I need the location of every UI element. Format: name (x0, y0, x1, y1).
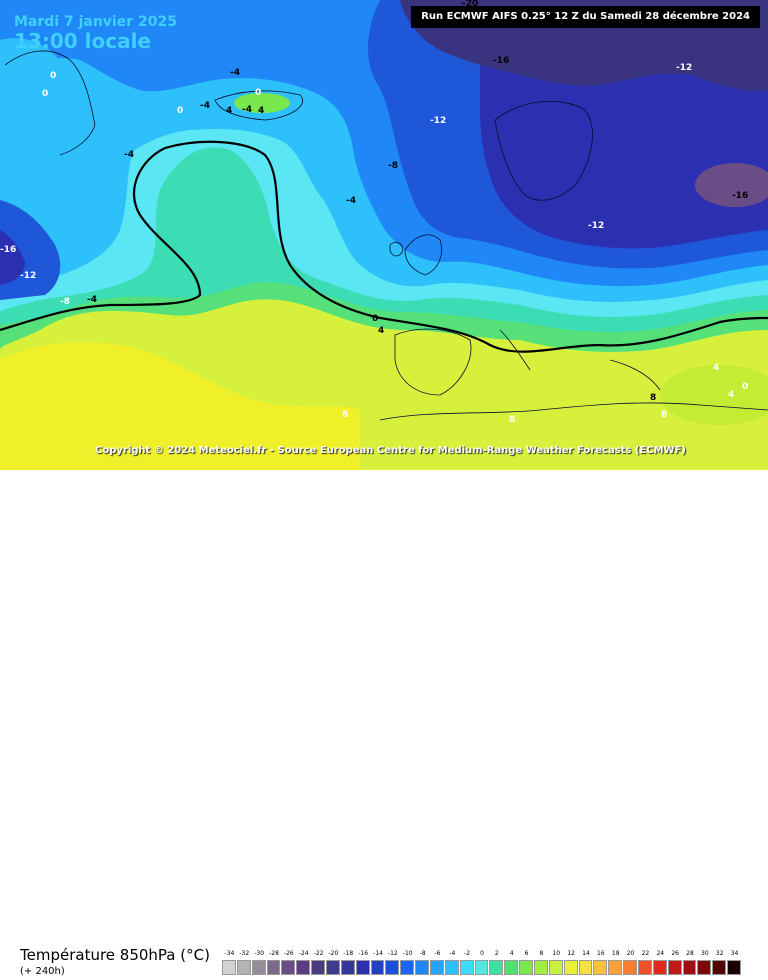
isotherm-label: 0 (50, 71, 56, 81)
legend-swatch (652, 960, 667, 975)
isotherm-label: -20 (462, 0, 478, 9)
zero-isotherm-west (0, 147, 202, 332)
isotherm-label: -8 (60, 297, 70, 307)
map-title: Température 850hPa (°C) (20, 946, 210, 964)
run-info: Run ECMWF AIFS 0.25° 12 Z du Samedi 28 d… (411, 6, 760, 28)
footer-bar: Température 850hPa (°C) (+ 240h) -34 -32-… (0, 470, 768, 977)
isotherm-label: 4 (226, 106, 232, 116)
legend-swatch (727, 960, 741, 975)
legend-swatch (355, 960, 370, 975)
isotherm-label: 0 (42, 89, 48, 99)
yellow-zone (0, 342, 360, 470)
forecast-lead-time: (+ 240h) (20, 966, 65, 977)
coastlines (4, 50, 768, 421)
legend-swatch (519, 960, 533, 975)
greenland-zone (0, 38, 95, 160)
isotherm-label: -4 (200, 101, 210, 111)
ireland-coast (389, 241, 404, 257)
isotherm-label: -12 (430, 116, 446, 126)
legend-swatch (504, 960, 519, 975)
east-med-warm (660, 365, 768, 425)
legend-swatch (563, 960, 578, 975)
temperature-map: 0 0 0 0 4 4 -4 -4 -4 -4 -4 -4 -8 -8 -12 … (0, 0, 768, 470)
purple-pocket (695, 163, 768, 207)
legend-swatch (444, 960, 459, 975)
legend-swatch (608, 960, 623, 975)
isotherm-label: -16 (732, 191, 748, 201)
legend-swatch (623, 960, 637, 975)
isotherm-label: -4 (87, 295, 97, 305)
legend-swatch (281, 960, 296, 975)
isotherm-label: 4 (728, 390, 734, 400)
legend-swatch (697, 960, 712, 975)
legend-swatch (340, 960, 355, 975)
legend-swatch (236, 960, 251, 975)
isotherm-label: 8 (650, 393, 656, 403)
north-africa-coast (379, 402, 768, 421)
legend-swatch (415, 960, 429, 975)
isotherm-label: -12 (676, 63, 692, 73)
legend-swatch (578, 960, 593, 975)
map-header: Mardi 7 janvier 2025 13:00 locale (14, 14, 177, 52)
isotherm-label: 0 (255, 88, 261, 98)
isotherm-label: -4 (242, 105, 252, 115)
british-isles-coast (404, 234, 442, 276)
legend-swatch (459, 960, 474, 975)
legend-swatch (534, 960, 548, 975)
isotherm-label: -4 (230, 68, 240, 78)
italy-coast (499, 329, 531, 371)
isotherm-label: 4 (378, 326, 384, 336)
legend-swatch (667, 960, 682, 975)
isotherm-labels: 0 0 0 0 4 4 -4 -4 -4 -4 -4 -4 -8 -8 -12 … (0, 0, 748, 425)
isotherm-label: 8 (342, 410, 348, 420)
legend-swatch (593, 960, 608, 975)
isotherm-label: 0 (742, 382, 748, 392)
isotherm-label: 8 (509, 415, 515, 425)
isotherm-label: -12 (20, 271, 36, 281)
color-legend: -34 -32 -30 -28 -26 -24 -22 -20 -18 -16 -14 -12 -10-… (222, 950, 742, 980)
isotherm-label: -16 (0, 245, 16, 255)
iceland-warm-spot (234, 93, 290, 113)
legend-swatch (385, 960, 400, 975)
zero-isotherm (164, 140, 768, 353)
legend-swatch (222, 960, 236, 975)
scandinavia-coast (494, 100, 593, 201)
legend-swatch (251, 960, 266, 975)
isotherm-label: -16 (493, 56, 509, 66)
iceland-coast (214, 90, 303, 121)
legend-swatch (548, 960, 563, 975)
legend-swatch (266, 960, 281, 975)
isotherm-label: 8 (661, 410, 667, 420)
legend-swatch (296, 960, 311, 975)
isotherm-label: 4 (258, 106, 264, 116)
isotherm-label: -8 (388, 161, 398, 171)
map-svg: 0 0 0 0 4 4 -4 -4 -4 -4 -4 -4 -8 -8 -12 … (0, 0, 768, 470)
greenland-coast (4, 50, 96, 156)
west-cold-core (0, 230, 25, 285)
legend-swatch (474, 960, 489, 975)
isotherm-label: -4 (346, 196, 356, 206)
legend-swatch (430, 960, 444, 975)
forecast-local-time: 13:00 locale (14, 29, 151, 53)
legend-swatch (400, 960, 415, 975)
forecast-date: Mardi 7 janvier 2025 (14, 14, 177, 30)
isotherm-label: -12 (588, 221, 604, 231)
legend-swatch (682, 960, 697, 975)
isotherm-label: -4 (124, 150, 134, 160)
isotherm-label: 4 (713, 363, 719, 373)
iberia-coast (394, 328, 472, 396)
legend-label: 34 (730, 950, 739, 957)
copyright-notice: Copyright © 2024 Meteociel.fr - Source E… (95, 445, 686, 456)
legend-swatch (712, 960, 727, 975)
legend-swatch (638, 960, 652, 975)
balkans-coast (609, 359, 661, 391)
legend-swatch (311, 960, 325, 975)
legend-swatch (326, 960, 340, 975)
legend-swatch (489, 960, 504, 975)
isotherm-label: 0 (372, 314, 378, 324)
isotherm-label: 0 (177, 106, 183, 116)
legend-swatch (370, 960, 385, 975)
